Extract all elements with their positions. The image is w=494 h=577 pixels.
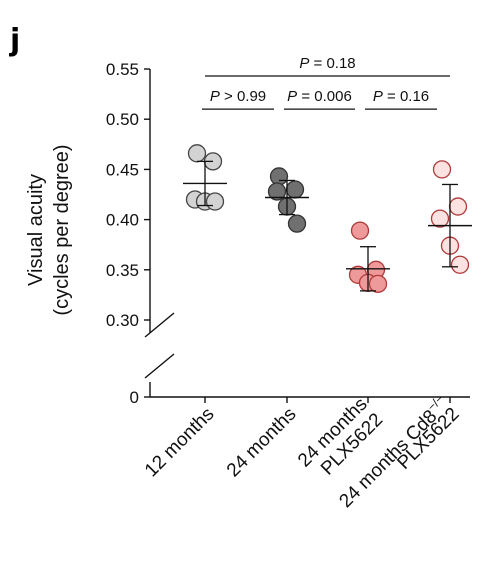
- y-tick-label: 0.35: [106, 261, 139, 280]
- data-point: [450, 255, 470, 274]
- p-value-label: P = 0.18: [299, 55, 355, 72]
- data-point: [448, 197, 468, 216]
- data-point: [187, 144, 207, 163]
- y-tick-label: 0.45: [106, 160, 139, 179]
- p-value-label: P = 0.006: [287, 88, 352, 105]
- y-tick-label: 0.50: [106, 110, 139, 129]
- p-value-label: P > 0.99: [210, 88, 266, 105]
- data-point: [285, 180, 305, 199]
- y-tick-label-zero: 0: [130, 388, 139, 407]
- y-tick-label: 0.30: [106, 311, 139, 330]
- data-point: [287, 214, 307, 233]
- panel-letter: j: [9, 23, 20, 58]
- y-axis-units: (cycles per degree): [51, 144, 73, 315]
- data-point: [368, 274, 388, 294]
- axes-group: 0.55 0.50 0.45 0.40 0.35 0.30 0 Visual acuity (c…: [25, 60, 470, 407]
- data-point: [350, 221, 370, 240]
- data-point: [205, 192, 225, 211]
- y-tick-label: 0.40: [106, 211, 139, 230]
- p-value-label: P = 0.16: [373, 88, 429, 105]
- data-point: [432, 160, 452, 179]
- comparisons-group: P > 0.99 P = 0.006 P = 0.16 P = 0.18: [202, 55, 450, 110]
- y-tick-label: 0.55: [106, 60, 139, 79]
- data-point: [430, 209, 450, 228]
- data-point: [267, 182, 287, 201]
- y-axis-title: Visual acuity: [25, 174, 47, 286]
- data-points-group: [183, 144, 472, 294]
- x-category-label: 24 months: [223, 404, 301, 482]
- x-category-label: 12 months: [141, 404, 219, 482]
- data-point: [269, 167, 289, 186]
- axis-break-mark-upper: [144, 312, 175, 338]
- axis-break-mark-lower: [144, 353, 175, 379]
